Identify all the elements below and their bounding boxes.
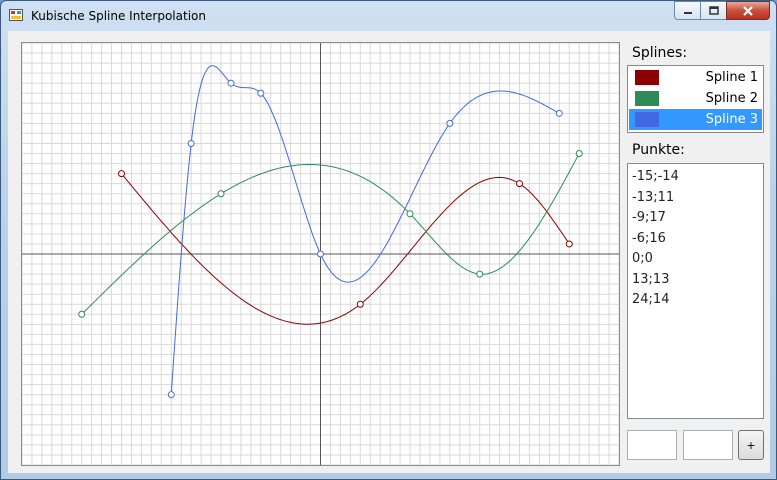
spline-curve-1 xyxy=(121,173,570,325)
spline-item-1[interactable]: Spline 1 xyxy=(629,67,762,88)
spline-point xyxy=(317,250,324,258)
spline-item-label: Spline 1 xyxy=(705,70,758,85)
spline-point xyxy=(167,391,175,399)
x-coordinate-input[interactable] xyxy=(627,430,677,460)
list-item[interactable]: -9;17 xyxy=(632,210,666,225)
spline-item-3[interactable]: Spline 3 xyxy=(629,109,762,130)
spline-point xyxy=(565,240,573,248)
y-coordinate-input[interactable] xyxy=(683,430,733,460)
list-item[interactable]: -6;16 xyxy=(632,230,666,246)
list-item[interactable]: -13;11 xyxy=(632,189,675,205)
maximize-button[interactable] xyxy=(700,1,726,20)
spline-point xyxy=(446,119,454,127)
spline-chart xyxy=(21,42,620,466)
spline-color-swatch xyxy=(635,91,659,106)
spline-point xyxy=(217,190,225,198)
spline-point xyxy=(78,310,86,318)
maximize-icon xyxy=(708,6,719,15)
close-icon xyxy=(743,5,753,16)
points-list[interactable]: -15;-14 -13;11 -9;17 -6;16 0;0 13;13 24;… xyxy=(627,163,764,419)
client-area: Splines: Spline 1 Spline 2 Spline 3 Punk… xyxy=(8,31,770,473)
minimize-button[interactable] xyxy=(674,1,700,20)
app-icon xyxy=(9,9,23,21)
spline-item-2[interactable]: Spline 2 xyxy=(629,88,762,109)
add-point-button[interactable]: + xyxy=(738,430,764,460)
spline-point xyxy=(406,210,414,218)
spline-point xyxy=(118,170,125,178)
list-item[interactable]: 13;13 xyxy=(632,271,670,287)
spline-item-label: Spline 3 xyxy=(705,112,758,127)
spline-point xyxy=(257,89,265,97)
spline-point xyxy=(555,109,563,117)
minimize-icon xyxy=(683,11,692,14)
spline-point xyxy=(575,150,583,158)
spline-point xyxy=(187,139,195,147)
spline-color-swatch xyxy=(635,70,659,85)
splines-label: Splines: xyxy=(632,45,688,61)
spline-point xyxy=(476,270,484,278)
points-label: Punkte: xyxy=(632,142,685,158)
window-title: Kubische Spline Interpolation xyxy=(31,9,206,23)
spline-point xyxy=(516,180,523,188)
title-bar[interactable]: Kubische Spline Interpolation xyxy=(1,1,776,31)
close-button[interactable] xyxy=(726,1,770,20)
spline-point xyxy=(356,300,364,308)
plot-area[interactable] xyxy=(21,42,620,466)
spline-curve-2 xyxy=(81,153,580,315)
list-item[interactable]: -15;-14 xyxy=(632,169,679,184)
splines-list[interactable]: Spline 1 Spline 2 Spline 3 xyxy=(627,65,764,133)
spline-point xyxy=(227,79,235,87)
list-item[interactable]: 0;0 xyxy=(632,251,653,266)
spline-curve-3 xyxy=(170,65,560,395)
spline-color-swatch xyxy=(635,112,659,127)
spline-item-label: Spline 2 xyxy=(705,91,758,106)
list-item[interactable]: 24;14 xyxy=(632,292,670,307)
